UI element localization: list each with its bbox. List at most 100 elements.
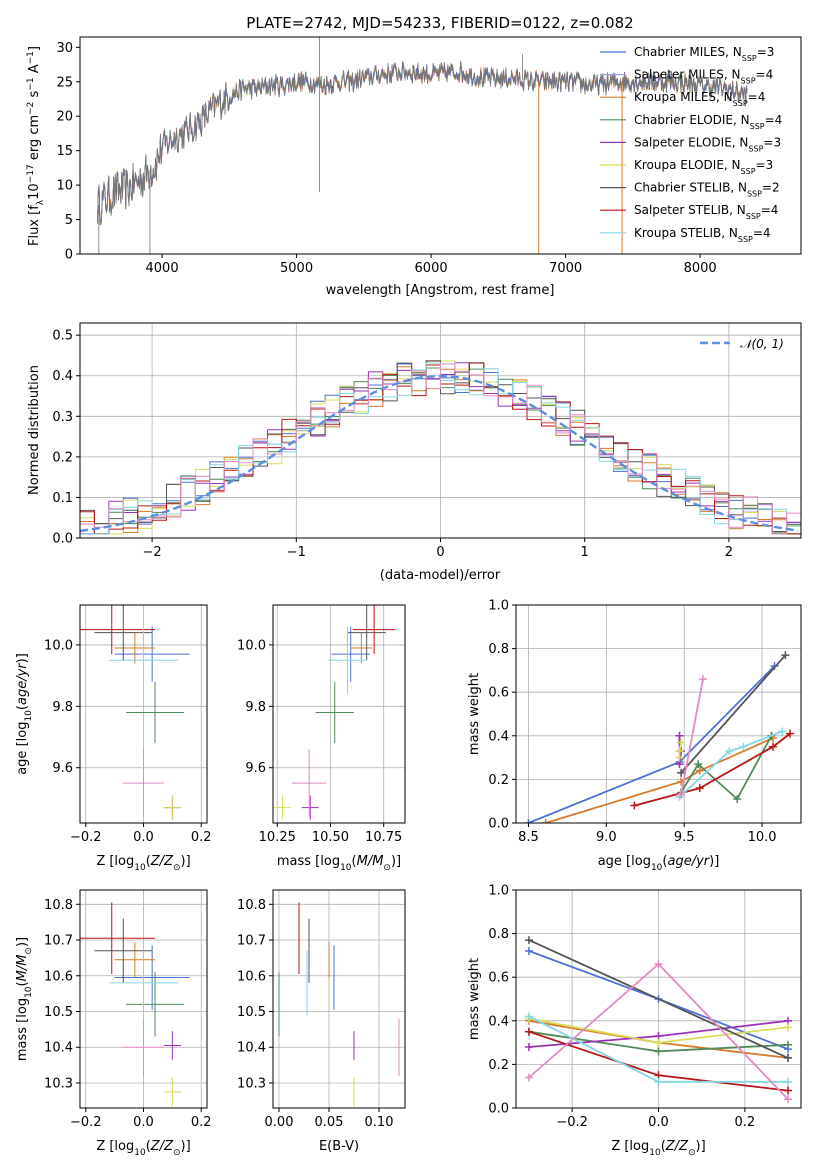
x-tick-label: 0.00 (265, 1115, 294, 1130)
x-tick-label: 0.2 (735, 1115, 756, 1130)
x-tick-label: 1 (581, 545, 589, 560)
legend-entry: Salpeter MILES, NSSP=4 (634, 68, 773, 86)
weight-marker (654, 960, 663, 969)
histogram-series (80, 363, 801, 535)
panel-weight_vs_Z: −0.2 0.0 0.2 0.0 0.2 0.4 0.6 0.8 1.0 Z [log10(Z/Z… (467, 884, 802, 1158)
y-tick-label: 0.4 (488, 1014, 509, 1029)
normal-curve (80, 375, 799, 533)
weight-marker (725, 747, 734, 756)
weight-marker (675, 747, 684, 756)
panel-age_vs_mass: 10.25 10.50 10.75 9.6 9.8 10.0 mass [log10(M/M… (237, 604, 406, 873)
axes-frame (272, 604, 406, 824)
weight-marker (654, 1038, 663, 1047)
y-tick-label: 1.0 (488, 599, 509, 614)
x-tick-label: 5000 (280, 261, 313, 276)
x-axis-label: (data-model)/error (380, 568, 501, 583)
x-axis-label: Z [log10(Z/Z⊙)] (96, 1139, 190, 1158)
x-tick-label: −2 (143, 545, 162, 560)
y-tick-label: 10.5 (237, 1005, 266, 1020)
legend-entry: Kroupa STELIB, NSSP=4 (634, 226, 771, 244)
plot-area-age_vs_Z (80, 605, 190, 820)
y-tick-label: 0.4 (488, 729, 509, 744)
x-axis-label: mass [log10(M/M⊙)] (277, 854, 401, 873)
weight-marker (524, 1012, 533, 1021)
y-tick-label: 10.3 (44, 1076, 73, 1091)
weight-series (680, 735, 773, 801)
weight-marker (524, 1027, 533, 1036)
y-tick-label: 1.0 (488, 884, 509, 899)
panel-mass_vs_Z: −0.2 0.0 0.2 10.3 10.4 10.5 10.6 10.7 10.8 Z [log… (15, 889, 212, 1158)
x-tick-label: 6000 (415, 261, 448, 276)
legend-entry: Chabrier ELODIE, NSSP=4 (634, 113, 782, 131)
y-tick-label: 20 (56, 110, 73, 125)
weight-marker (739, 742, 748, 751)
weight-marker (524, 936, 533, 945)
y-tick-label: 0.1 (52, 491, 73, 506)
weight-marker (768, 742, 777, 751)
y-tick-label: 5 (65, 213, 73, 228)
x-tick-label: 9.0 (596, 830, 617, 845)
weight-marker (784, 1053, 793, 1062)
axes-frame (515, 604, 802, 824)
x-tick-label: 0.10 (365, 1115, 394, 1130)
y-tick-label: 0 (65, 248, 73, 263)
x-tick-label: −0.2 (70, 1115, 102, 1130)
x-tick-label: −1 (287, 545, 306, 560)
x-tick-label: 0.0 (648, 1115, 669, 1130)
axes-frame (79, 889, 208, 1109)
weight-marker (695, 766, 704, 775)
x-tick-label: 2 (725, 545, 733, 560)
weight-series (680, 654, 787, 774)
x-tick-label: −0.2 (70, 830, 102, 845)
legend-entry: Kroupa MILES, NSSP=4 (634, 90, 765, 108)
plot-area-age_vs_mass (274, 605, 396, 820)
x-tick-label: 0.2 (191, 830, 212, 845)
legend-entry: Chabrier MILES, NSSP=3 (634, 45, 774, 63)
weight-series (545, 737, 774, 823)
weight-marker (677, 790, 686, 799)
panel-residuals: −2 −1 0 1 2 0.0 0.1 0.2 0.3 0.4 0.5 (data-model)/er… (27, 322, 802, 583)
y-tick-label: 25 (56, 75, 73, 90)
x-tick-label: 10.75 (365, 830, 402, 845)
legend-entry: Salpeter ELODIE, NSSP=3 (634, 135, 781, 153)
y-tick-label: 0.6 (488, 686, 509, 701)
y-tick-label: 10.0 (237, 638, 266, 653)
weight-marker (784, 1095, 793, 1104)
x-tick-label: −0.2 (556, 1115, 588, 1130)
y-tick-label: 10.4 (44, 1041, 73, 1056)
y-tick-label: 10.5 (44, 1005, 73, 1020)
y-tick-label: 9.6 (52, 761, 73, 776)
figure-title: PLATE=2742, MJD=54233, FIBERID=0122, z=0… (246, 14, 633, 32)
x-tick-label: 8000 (684, 261, 717, 276)
plot-area-spectrum (97, 37, 748, 254)
weight-marker (695, 784, 704, 793)
y-tick-label: 0.4 (52, 369, 73, 384)
x-axis-label: age [log10(age/yr)] (598, 854, 720, 873)
x-tick-label: 10.25 (259, 830, 296, 845)
x-axis-label: wavelength [Angstrom, rest frame] (326, 283, 555, 298)
weight-series (678, 730, 783, 798)
y-tick-label: 10.3 (237, 1076, 266, 1091)
plot-area-residuals (80, 360, 801, 535)
x-tick-label: 0.05 (315, 1115, 344, 1130)
y-axis-label: Normed distribution (27, 365, 42, 495)
plot-area-weight_vs_age (524, 651, 795, 823)
x-tick-label: 7000 (549, 261, 582, 276)
x-tick-label: 0 (436, 545, 444, 560)
y-tick-label: 9.6 (245, 761, 266, 776)
y-tick-label: 0.0 (52, 532, 73, 547)
weight-marker (524, 819, 533, 823)
y-tick-label: 0.3 (52, 410, 73, 425)
x-axis-label: Z [log10(Z/Z⊙)] (611, 1139, 705, 1158)
y-tick-label: 0.0 (488, 817, 509, 832)
weight-marker (654, 1077, 663, 1086)
y-axis-label: age [log10(age/yr)] (15, 653, 34, 775)
panel-weight_vs_age: 8.5 9.0 9.5 10.0 0.0 0.2 0.4 0.6 0.8 1.0 age [log1… (467, 599, 802, 873)
x-axis-label: Z [log10(Z/Z⊙)] (96, 854, 190, 873)
y-tick-label: 9.8 (245, 700, 266, 715)
weight-marker (630, 801, 639, 810)
y-tick-label: 9.8 (52, 700, 73, 715)
weight-marker (698, 675, 707, 684)
y-tick-label: 10.7 (237, 934, 266, 949)
plot-area-weight_vs_Z (524, 936, 793, 1104)
